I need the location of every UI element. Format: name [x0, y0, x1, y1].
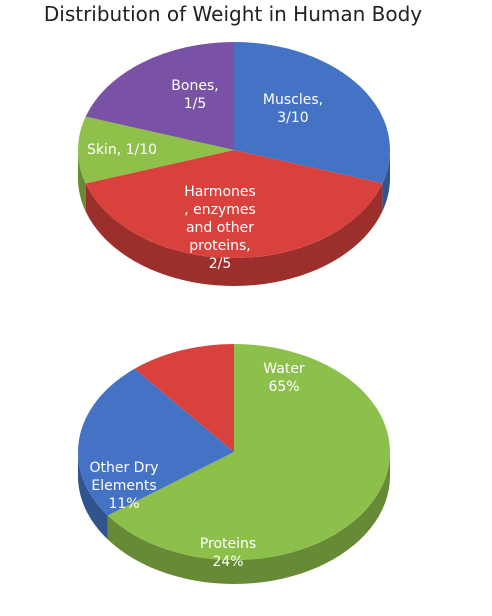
pie2-data-label-3: Other Dry Elements 11%	[89, 460, 158, 512]
pie2-data-label-1: Water 65%	[263, 361, 305, 395]
pie1-data-label-4: Bones, 1/5	[171, 78, 218, 112]
pie-chart-2: Water 65% Proteins 24% Other Dry Elements 11%	[77, 344, 390, 584]
pie1-slice-1	[234, 42, 390, 184]
pie1-data-label-3: Skin, 1/10	[87, 142, 157, 158]
pie-chart-1: Muscles, 3/10 Harmones, enzymes and other pr…	[78, 42, 390, 286]
pie2-slice-side-1	[107, 452, 390, 584]
pie2-slice-3	[134, 344, 234, 452]
chart-title: Distribution of Weight in Human Body	[43, 2, 423, 26]
pie1-data-label-1: Muscles, 3/10	[263, 92, 323, 126]
pie2-data-label-2: Proteins 24%	[200, 536, 256, 570]
pie1-slice-side-1	[382, 150, 390, 212]
pie1-slice-2	[85, 150, 383, 258]
pie2-slice-2	[77, 368, 234, 516]
pie2-slice-side-2	[78, 452, 108, 540]
pie1-slice-4	[85, 42, 234, 150]
pie1-data-label-2: Harmones, enzymes and other proteins, 2/5	[184, 184, 256, 272]
pie1-slice-3	[78, 116, 234, 184]
pie1-slice-side-2	[85, 183, 383, 286]
pie1-slice-side-3	[78, 150, 86, 212]
pie2-slice-1	[107, 344, 390, 560]
